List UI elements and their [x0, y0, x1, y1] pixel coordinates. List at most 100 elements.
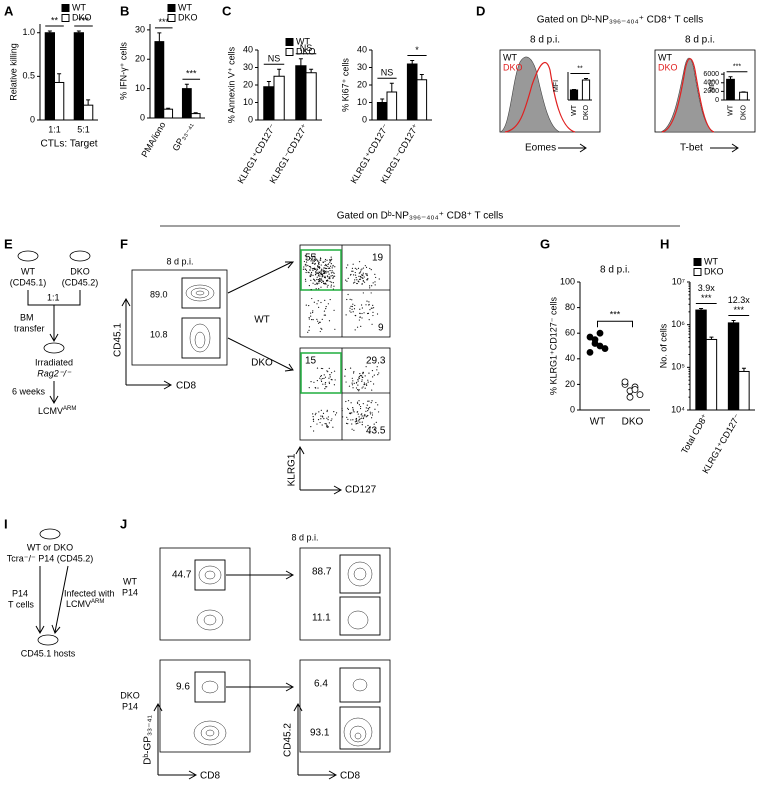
event-dot — [344, 375, 346, 377]
event-dot — [363, 384, 365, 386]
event-dot — [345, 279, 347, 281]
event-dot — [328, 367, 330, 370]
event-dot — [310, 260, 312, 262]
label: ARM — [63, 406, 76, 412]
axis-label: CD45.1 — [113, 323, 124, 357]
flow-panel-j: 8 d p.i. 44.7 WT P14 88.7 11.1 9.6 DKO P… — [120, 532, 391, 782]
contour — [204, 570, 216, 580]
event-dot — [330, 419, 332, 422]
event-dot — [326, 426, 328, 428]
event-dot — [326, 259, 328, 261]
event-dot — [361, 417, 363, 419]
legend-swatch — [285, 38, 294, 46]
x-tick-label: Total CD8⁺ — [679, 412, 710, 456]
event-dot — [350, 402, 352, 404]
event-dot — [317, 320, 319, 322]
label: CD45.1 hosts — [21, 648, 76, 658]
event-dot — [310, 289, 312, 291]
gate-value: 11.1 — [312, 613, 331, 624]
y-tick-label: 10⁵ — [671, 362, 685, 372]
event-dot — [358, 278, 361, 280]
event-dot — [371, 285, 373, 287]
chart-title: 8 d p.i. — [600, 265, 630, 276]
plot-frame — [299, 244, 391, 338]
mouse-icon — [17, 250, 39, 262]
event-dot — [369, 413, 372, 415]
axis-label: KLRG1 — [287, 453, 298, 486]
label: ARM — [91, 599, 104, 605]
event-dot — [351, 384, 354, 386]
bar — [273, 75, 285, 121]
event-dot — [364, 426, 367, 428]
event-dot — [376, 313, 379, 315]
event-dot — [366, 279, 369, 281]
data-point — [626, 393, 634, 401]
event-dot — [327, 265, 329, 268]
x-tick-label: WT — [590, 417, 606, 428]
event-dot — [317, 259, 319, 261]
panel-label: F — [120, 236, 128, 251]
event-dot — [312, 311, 314, 314]
event-dot — [349, 367, 352, 369]
event-dot — [354, 279, 356, 281]
y-tick-label: 10 — [357, 97, 367, 107]
bar — [386, 91, 398, 121]
event-dot — [314, 280, 316, 282]
legend-swatch — [693, 268, 702, 276]
event-dot — [354, 267, 356, 269]
event-dot — [324, 299, 326, 301]
event-dot — [347, 400, 350, 402]
event-dot — [359, 407, 362, 410]
y-tick-label: 40 — [565, 353, 575, 363]
event-dot — [356, 326, 359, 328]
event-dot — [324, 264, 326, 267]
event-dot — [320, 272, 322, 274]
event-dot — [370, 417, 373, 419]
event-dot — [366, 279, 368, 281]
event-dot — [324, 258, 327, 261]
event-dot — [357, 384, 359, 386]
legend-swatch — [285, 48, 294, 56]
y-axis-label: Relative killing — [8, 43, 18, 101]
event-dot — [365, 416, 367, 418]
axis-label: CD45.2 — [283, 723, 294, 757]
event-dot — [323, 310, 326, 312]
y-axis-label: % Ki67⁺ cells — [340, 58, 350, 112]
event-dot — [318, 274, 320, 276]
axis-arrow — [295, 445, 343, 495]
event-dot — [316, 270, 318, 272]
label: Irradiated — [35, 357, 73, 367]
dko-histogram — [661, 58, 715, 133]
gate-value: 93.1 — [310, 728, 330, 739]
event-dot — [368, 400, 370, 402]
event-dot — [332, 288, 335, 290]
event-dot — [362, 277, 364, 280]
event-dot — [320, 327, 322, 329]
event-dot — [369, 267, 371, 270]
event-dot — [368, 303, 370, 306]
event-dot — [308, 387, 310, 389]
label: P14 — [122, 701, 138, 711]
event-dot — [358, 404, 361, 406]
event-dot — [371, 414, 374, 416]
event-dot — [310, 380, 312, 383]
event-dot — [356, 268, 358, 270]
error-bar — [298, 58, 303, 66]
event-dot — [316, 276, 318, 278]
event-dot — [377, 404, 379, 406]
event-dot — [308, 265, 310, 268]
time-label: 8 d p.i. — [530, 35, 560, 46]
event-dot — [358, 377, 361, 379]
event-dot — [373, 374, 375, 376]
event-dot — [333, 384, 335, 386]
event-dot — [362, 267, 365, 269]
event-dot — [352, 270, 354, 272]
event-dot — [353, 308, 356, 310]
event-dot — [319, 259, 322, 261]
y-tick-label: 10⁷ — [672, 276, 685, 286]
event-dot — [327, 419, 329, 421]
y-tick-label: 10 — [135, 83, 145, 93]
event-dot — [351, 308, 353, 310]
arrow — [49, 381, 59, 405]
panel-label: A — [4, 3, 14, 18]
